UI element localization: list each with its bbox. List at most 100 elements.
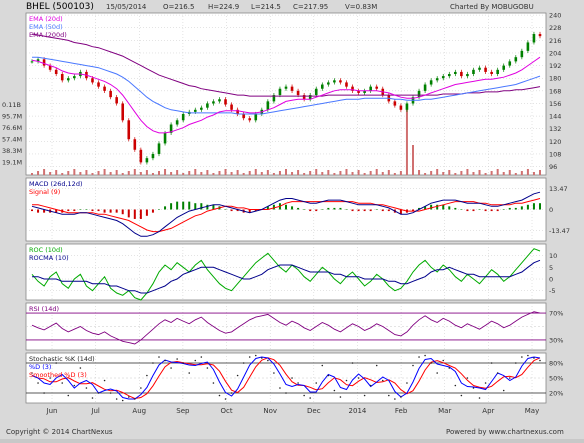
rsi-y-tick-label: 30%: [549, 336, 563, 344]
volume-bar: [514, 173, 517, 175]
candle-body: [308, 95, 312, 100]
stoch-k-point: [37, 382, 39, 384]
candle-body: [175, 120, 179, 125]
macd-histogram-bar: [158, 209, 160, 210]
stoch-k-point: [85, 387, 88, 389]
rsi-y-tick-label: 70%: [549, 310, 563, 318]
volume-tick-label: 38.3M: [2, 147, 22, 155]
candle-body: [472, 69, 475, 75]
macd-histogram-bar: [345, 209, 348, 210]
macd-histogram-bar: [133, 209, 136, 219]
candle-body: [520, 50, 524, 58]
stoch-y-tick-label: 80%: [549, 360, 563, 368]
stoch-k-point: [375, 364, 378, 367]
x-tick-label: Jun: [46, 407, 58, 415]
stoch-k-point: [109, 392, 112, 394]
macd-histogram-bar: [508, 207, 511, 210]
volume-bar: [375, 169, 378, 175]
volume-bar: [345, 169, 348, 175]
volume-bar: [97, 171, 100, 175]
stoch-k-point: [55, 362, 57, 364]
stoch-k-point: [67, 394, 70, 397]
macd-histogram-bar: [127, 209, 130, 218]
macd-histogram-bar: [496, 209, 499, 212]
high-label: H=224.9: [208, 3, 239, 11]
stoch-k-point: [442, 359, 445, 362]
candle-body: [302, 95, 306, 100]
stoch-k-point: [508, 377, 511, 379]
roc-line: [31, 248, 541, 301]
candle-body: [193, 109, 197, 112]
macd-histogram-bar: [91, 209, 94, 212]
macd-histogram-bar: [121, 209, 124, 215]
volume-bar: [539, 170, 541, 175]
volume-bar: [333, 173, 336, 175]
stoch-k-point: [345, 379, 348, 382]
candle-body: [248, 118, 252, 121]
macd-histogram-bar: [43, 209, 46, 213]
volume-bar: [49, 172, 52, 175]
volume-bar: [145, 170, 148, 175]
macd-histogram-bar: [478, 209, 481, 210]
rsi-legend-label: RSI (14d): [29, 305, 59, 313]
macd-histogram-bar: [37, 209, 40, 213]
candle-body: [242, 113, 245, 119]
stoch-k-point: [152, 362, 154, 364]
volume-bar: [502, 172, 505, 175]
volume-bar: [436, 169, 439, 175]
rocma-line: [32, 259, 541, 294]
stoch-k-point: [121, 399, 124, 402]
macd-histogram-bar: [539, 203, 541, 210]
volume-bar: [31, 173, 33, 175]
stoch-k-point: [224, 398, 227, 400]
macd-histogram-bar: [412, 209, 414, 212]
low-label: L=214.5: [251, 3, 281, 11]
candle-body: [333, 80, 336, 83]
stoch-k-point: [369, 384, 372, 387]
stoch-k-point: [267, 359, 269, 362]
volume-bar: [442, 172, 445, 175]
candle-body: [351, 86, 354, 91]
price-y-tick-label: 132: [549, 125, 561, 133]
macd-legend-label: MACD (26d,12d): [29, 180, 82, 188]
volume-bar: [224, 169, 227, 175]
volume-bar: [303, 173, 306, 175]
macd-y-tick-label: 0: [549, 206, 553, 214]
volume-bar: [242, 173, 245, 175]
macd-histogram-bar: [115, 209, 118, 213]
volume-bar: [230, 172, 233, 175]
stoch-y-tick-label: 50%: [549, 375, 563, 383]
ema50-line: [32, 56, 541, 115]
candle-body: [181, 113, 185, 121]
volume-bar: [490, 171, 493, 175]
volume-bar: [133, 169, 136, 175]
candle-body: [266, 101, 270, 110]
stoch-k-point: [527, 354, 529, 357]
volume-bar: [369, 171, 372, 175]
price-y-tick-label: 192: [549, 62, 561, 70]
roc-y-tick-label: 10: [549, 252, 557, 260]
powered-label: Powered by www.chartnexus.com: [446, 428, 564, 436]
candle-body: [206, 103, 209, 108]
macd-histogram-bar: [79, 209, 82, 210]
macd-histogram-bar: [194, 203, 197, 210]
macd-histogram-bar: [399, 209, 402, 215]
stoch-k-point: [327, 374, 330, 377]
candle-body: [284, 86, 288, 89]
roc-y-tick-label: 5: [549, 264, 553, 272]
volume-bar: [460, 171, 463, 175]
macd-histogram-bar: [73, 209, 76, 212]
stoch-k-point: [454, 384, 457, 387]
macd-histogram-bar: [206, 204, 209, 210]
macd-histogram-bar: [381, 209, 384, 212]
volume-bar: [399, 171, 402, 175]
price-legend-label: EMA (20d): [29, 15, 63, 23]
volume-tick-label: 0.11B: [2, 101, 21, 109]
volume-bar: [73, 169, 76, 175]
stoch-k-point: [170, 367, 172, 369]
macd-histogram-bar: [297, 207, 300, 210]
macd-histogram-bar: [109, 209, 112, 213]
macd-histogram-bar: [97, 209, 100, 212]
macd-line: [31, 191, 541, 237]
macd-histogram-bar: [212, 204, 215, 210]
